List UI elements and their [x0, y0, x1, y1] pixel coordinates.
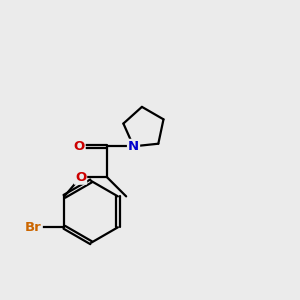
Text: O: O	[74, 140, 85, 153]
Text: N: N	[128, 140, 139, 153]
Text: O: O	[75, 171, 86, 184]
Text: Br: Br	[25, 221, 42, 234]
